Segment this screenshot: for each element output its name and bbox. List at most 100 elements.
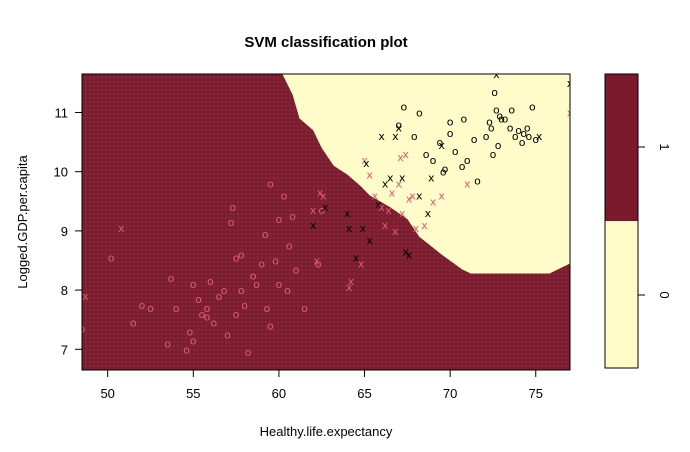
point-class-0-circle: o bbox=[524, 121, 531, 134]
plot-frame bbox=[81, 73, 571, 371]
point-class-0-x: x bbox=[425, 207, 432, 220]
point-class-0-x: x bbox=[399, 172, 406, 185]
point-class-1-x: x bbox=[409, 189, 416, 202]
legend-class-0-swatch bbox=[605, 221, 638, 368]
point-class-1-x: x bbox=[346, 281, 353, 294]
point-class-0-circle: o bbox=[532, 133, 539, 146]
point-class-1-circle: o bbox=[301, 302, 308, 315]
point-class-1-x: x bbox=[118, 222, 125, 235]
point-class-1-circle: o bbox=[245, 346, 252, 359]
point-class-0-circle: o bbox=[496, 109, 503, 122]
point-class-0-circle: o bbox=[498, 112, 505, 125]
point-class-0-x: x bbox=[493, 68, 500, 81]
point-class-0-x: x bbox=[360, 222, 367, 235]
point-class-1-circle: o bbox=[318, 204, 325, 217]
point-class-1-circle: o bbox=[293, 263, 300, 276]
point-class-0-x: x bbox=[378, 130, 385, 143]
point-class-0-circle: o bbox=[490, 148, 497, 161]
point-class-1-x: x bbox=[430, 195, 437, 208]
point-class-1-circle: o bbox=[228, 216, 235, 229]
legend-frame bbox=[604, 73, 639, 369]
point-class-0-circle: o bbox=[474, 175, 481, 188]
y-tick-label: 9 bbox=[61, 224, 68, 239]
legend-class-1-swatch bbox=[605, 74, 638, 221]
point-class-1-x: x bbox=[389, 186, 396, 199]
point-class-1-circle: o bbox=[272, 254, 279, 267]
legend-label-0: 0 bbox=[657, 291, 672, 298]
x-axis-label: Healthy.life.expectancy bbox=[260, 424, 393, 439]
point-class-0-circle: o bbox=[491, 86, 498, 99]
x-tick-label: 50 bbox=[100, 386, 114, 401]
point-class-1-x: x bbox=[82, 290, 89, 303]
point-class-0-circle: o bbox=[430, 154, 437, 167]
point-class-0-circle: o bbox=[452, 145, 459, 158]
point-class-0-circle: o bbox=[447, 115, 454, 128]
y-axis: 7 8 9 10 11 bbox=[54, 105, 82, 357]
point-class-0-circle: o bbox=[459, 160, 466, 173]
y-axis-label: Logged.GDP.per.capita bbox=[15, 155, 30, 289]
point-class-1-circle: o bbox=[190, 278, 197, 291]
class-0-region bbox=[282, 74, 570, 274]
chart-title: SVM classification plot bbox=[244, 34, 407, 51]
point-class-1-circle: o bbox=[276, 213, 283, 226]
point-class-1-x: x bbox=[392, 225, 399, 238]
point-class-1-circle: o bbox=[130, 317, 137, 330]
point-class-1-circle: o bbox=[264, 302, 271, 315]
point-class-1-circle: o bbox=[233, 252, 240, 265]
point-class-0-x: x bbox=[438, 139, 445, 152]
point-class-0-x: x bbox=[396, 121, 403, 134]
point-class-1-x: x bbox=[310, 204, 317, 217]
point-class-1-circle: o bbox=[258, 257, 265, 270]
point-class-0-circle: o bbox=[471, 133, 478, 146]
point-class-0-x: x bbox=[322, 201, 329, 214]
point-class-1-x: x bbox=[567, 106, 574, 119]
point-class-0-circle: o bbox=[508, 104, 515, 117]
point-class-1-circle: o bbox=[204, 302, 211, 315]
point-class-0-circle: o bbox=[512, 130, 519, 143]
point-class-1-circle: o bbox=[187, 326, 194, 339]
point-class-1-x: x bbox=[397, 151, 404, 164]
point-class-1-x: x bbox=[378, 201, 385, 214]
point-class-1-circle: o bbox=[241, 299, 248, 312]
point-class-1-circle: o bbox=[286, 240, 293, 253]
point-class-0-circle: o bbox=[515, 124, 522, 137]
point-class-1-x: x bbox=[313, 254, 320, 267]
point-class-1-x: x bbox=[361, 154, 368, 167]
point-class-1-x: x bbox=[421, 219, 428, 232]
point-class-1-circle: o bbox=[289, 210, 296, 223]
point-class-0-x: x bbox=[375, 198, 382, 211]
point-class-0-x: x bbox=[346, 222, 353, 235]
point-class-0-circle: o bbox=[411, 130, 418, 143]
point-class-1-circle: o bbox=[315, 257, 322, 270]
point-class-1-circle: o bbox=[216, 290, 223, 303]
point-class-0-x: x bbox=[382, 178, 389, 191]
y-tick-label: 11 bbox=[55, 105, 69, 120]
point-class-1-circle: o bbox=[183, 343, 190, 356]
point-class-0-circle: o bbox=[447, 127, 454, 140]
point-class-1-x: x bbox=[382, 219, 389, 232]
point-class-1-circle: o bbox=[173, 302, 180, 315]
point-class-1-circle: o bbox=[238, 284, 245, 297]
point-class-0-circle: o bbox=[486, 115, 493, 128]
point-class-0-x: x bbox=[366, 234, 373, 247]
x-tick-label: 55 bbox=[186, 386, 200, 401]
point-class-0-circle: o bbox=[423, 148, 430, 161]
point-class-0-circle: o bbox=[529, 101, 536, 114]
point-class-0-circle: o bbox=[436, 136, 443, 149]
y-tick-label: 7 bbox=[61, 342, 68, 357]
point-class-0-circle: o bbox=[495, 139, 502, 152]
point-class-1-circle: o bbox=[281, 189, 288, 202]
point-class-0-x: x bbox=[353, 252, 360, 265]
x-tick-label: 75 bbox=[529, 386, 543, 401]
y-tick-label: 10 bbox=[54, 165, 68, 180]
legend-label-1: 1 bbox=[657, 143, 672, 150]
point-class-1-circle: o bbox=[207, 275, 214, 288]
region-grid-texture bbox=[82, 74, 570, 370]
point-class-1-circle: o bbox=[79, 323, 86, 336]
point-class-1-x: x bbox=[320, 189, 327, 202]
point-class-1-x: x bbox=[396, 178, 403, 191]
y-tick-label: 8 bbox=[61, 283, 68, 298]
point-class-0-x: x bbox=[416, 189, 423, 202]
point-class-0-x: x bbox=[363, 157, 370, 170]
point-class-1-circle: o bbox=[224, 328, 231, 341]
